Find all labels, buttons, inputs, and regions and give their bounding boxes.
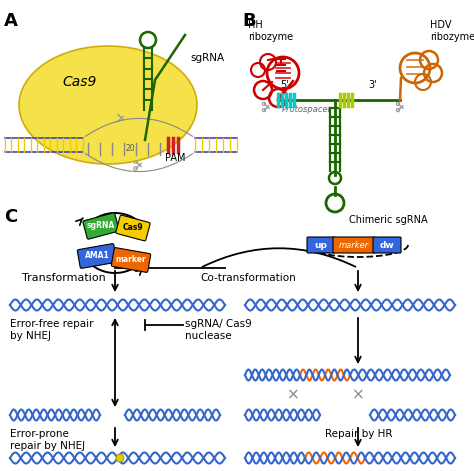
Text: HDV
ribozyme: HDV ribozyme (430, 20, 474, 41)
FancyBboxPatch shape (333, 237, 375, 253)
Text: Cas9: Cas9 (62, 75, 96, 89)
Text: ×: × (287, 388, 300, 403)
Text: A: A (4, 12, 18, 30)
Text: Protospacer: Protospacer (282, 105, 332, 114)
Circle shape (116, 454, 124, 462)
Text: sgRNA: sgRNA (87, 221, 115, 230)
Text: PAM: PAM (165, 153, 185, 163)
FancyBboxPatch shape (111, 248, 151, 272)
Text: marker: marker (116, 255, 146, 265)
Text: up: up (315, 241, 328, 250)
Text: dw: dw (380, 241, 394, 250)
FancyArrowPatch shape (85, 118, 193, 137)
Text: Error-free repair
by NHEJ: Error-free repair by NHEJ (10, 319, 93, 341)
Text: Co-transformation: Co-transformation (200, 273, 296, 283)
Text: Error-prone
repair by NHEJ: Error-prone repair by NHEJ (10, 429, 85, 451)
FancyBboxPatch shape (373, 237, 401, 253)
Text: HH
ribozyme: HH ribozyme (248, 20, 293, 41)
Text: ×: × (352, 388, 365, 403)
Text: C: C (4, 208, 17, 226)
Text: Cas9: Cas9 (123, 224, 143, 233)
Text: AMA1: AMA1 (85, 252, 109, 260)
Text: Repair by HR: Repair by HR (325, 429, 392, 439)
FancyBboxPatch shape (77, 244, 117, 268)
FancyArrowPatch shape (85, 154, 193, 171)
Text: Chimeric sgRNA: Chimeric sgRNA (349, 215, 428, 225)
FancyBboxPatch shape (116, 215, 150, 241)
FancyArrowPatch shape (202, 248, 356, 267)
Ellipse shape (19, 46, 197, 164)
FancyBboxPatch shape (307, 237, 335, 253)
Text: B: B (242, 12, 255, 30)
Text: sgRNA/ Cas9
nuclease: sgRNA/ Cas9 nuclease (185, 319, 252, 341)
Text: Transformation: Transformation (22, 273, 106, 283)
Text: sgRNA: sgRNA (190, 53, 224, 63)
Text: 3': 3' (368, 80, 377, 90)
Text: 5': 5' (280, 80, 289, 90)
Text: 20: 20 (125, 144, 135, 153)
Text: marker: marker (339, 241, 369, 250)
FancyBboxPatch shape (83, 213, 119, 239)
